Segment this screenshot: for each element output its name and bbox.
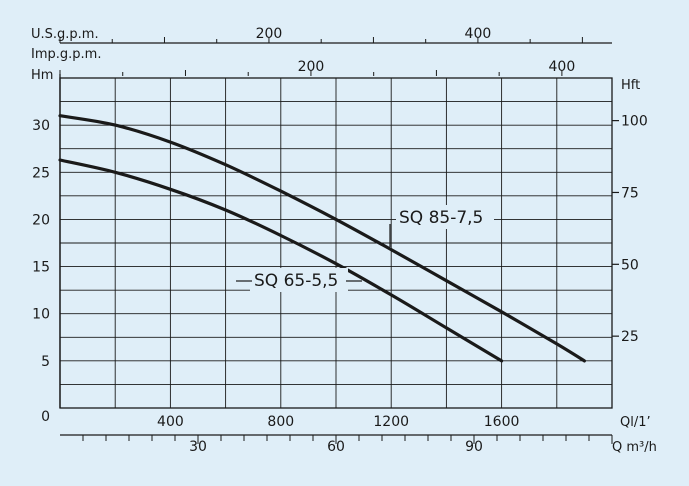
right-axis-tick-label: 75	[621, 185, 639, 201]
left-axis-tick-label: 10	[32, 307, 50, 323]
right-axis-unit-label: Hft	[621, 78, 640, 93]
usgpm-axis-tick-label: 400	[465, 26, 492, 42]
impgpm-axis-tick-label: 400	[549, 59, 576, 75]
m3h-axis-tick-label: 30	[189, 439, 207, 455]
left-axis-tick-label: 0	[41, 409, 50, 425]
left-axis-tick-label: 15	[32, 260, 50, 276]
m3h-axis-tick-label: 60	[327, 439, 345, 455]
left-axis-unit-label: Hm	[31, 68, 53, 83]
curve-label-1: SQ 85-7,5	[399, 208, 483, 228]
right-axis-tick-label: 50	[621, 257, 639, 273]
axes	[59, 37, 619, 444]
bottom-axis-tick-label: 1600	[484, 414, 520, 430]
performance-curve-1	[58, 114, 586, 363]
left-axis-tick-label: 20	[32, 212, 50, 228]
curve-label-2: SQ 65-5,5	[254, 271, 338, 291]
bottom-axis-unit-label: Ql/1’	[620, 415, 651, 430]
m3h-axis-tick-label: 90	[465, 439, 483, 455]
grid	[59, 77, 613, 409]
labels: 0 5 10 15 20 25 30 Hm 25 50 75 100 Hft 400 800 1200 1600…	[31, 26, 657, 455]
left-axis-tick-label: 30	[32, 118, 50, 134]
bottom-axis-tick-label: 800	[267, 414, 294, 430]
curve-label-bg-2	[250, 268, 348, 292]
m3h-axis-unit-label: Q m³/h	[612, 440, 657, 455]
usgpm-axis-tick-label: 200	[256, 26, 283, 42]
left-axis-tick-label: 25	[32, 165, 50, 181]
impgpm-axis-tick-label: 200	[298, 59, 325, 75]
right-axis-tick-label: 25	[621, 329, 639, 345]
bottom-axis-tick-label: 1200	[373, 414, 409, 430]
right-axis-tick-label: 100	[621, 114, 648, 130]
bottom-axis-tick-label: 400	[157, 414, 184, 430]
performance-curve-2	[58, 158, 504, 363]
left-axis-tick-label: 5	[41, 354, 50, 370]
usgpm-axis-unit-label: U.S.g.p.m.	[31, 27, 99, 42]
curve-label-bg-1	[396, 205, 494, 229]
curves	[58, 114, 586, 363]
impgpm-axis-unit-label: Imp.g.p.m.	[31, 47, 101, 62]
